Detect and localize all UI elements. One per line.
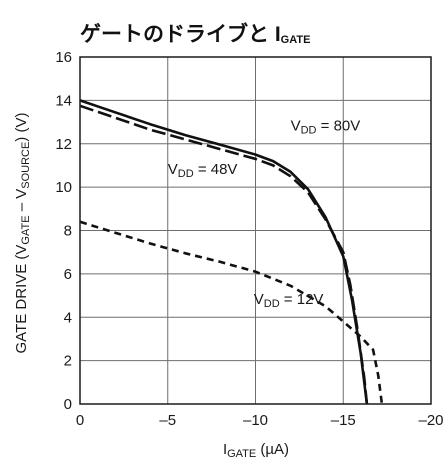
x-tick-label: 0 [76,412,84,429]
series-annotation: VDD = 48V [168,161,238,180]
x-tick-label: –20 [418,412,443,429]
y-tick-label: 10 [55,179,72,196]
x-tick-label: –5 [159,412,176,429]
y-tick-label: 6 [64,266,72,283]
tick-layer: 0 –5 –10 –15 –20 0 2 4 6 8 10 12 14 16 [55,49,443,429]
y-tick-label: 2 [64,353,72,370]
y-tick-label: 12 [55,136,72,153]
grid-layer [79,56,432,405]
series-line [79,104,369,405]
chart-title: ゲートのドライブと IGATE [80,22,310,46]
plot-frame [79,56,432,405]
annotation-layer: VDD = 80V VDD = 48V VDD = 12V [168,118,361,310]
x-tick-label: –15 [331,412,356,429]
series-layer [79,99,384,405]
series-line [79,220,384,405]
series-line [79,99,369,405]
series-annotation: VDD = 80V [291,118,361,137]
y-tick-label: 14 [55,92,72,109]
x-tick-label: –10 [243,412,268,429]
y-tick-label: 8 [64,223,72,240]
x-axis-label: IGATE (µA) [223,441,289,460]
y-tick-label: 4 [64,309,72,326]
y-axis-label: GATE DRIVE (VGATE – VSOURCE) (V) [13,113,32,354]
series-annotation: VDD = 12V [254,291,324,310]
y-tick-label: 16 [55,49,72,66]
y-tick-label: 0 [64,396,72,413]
